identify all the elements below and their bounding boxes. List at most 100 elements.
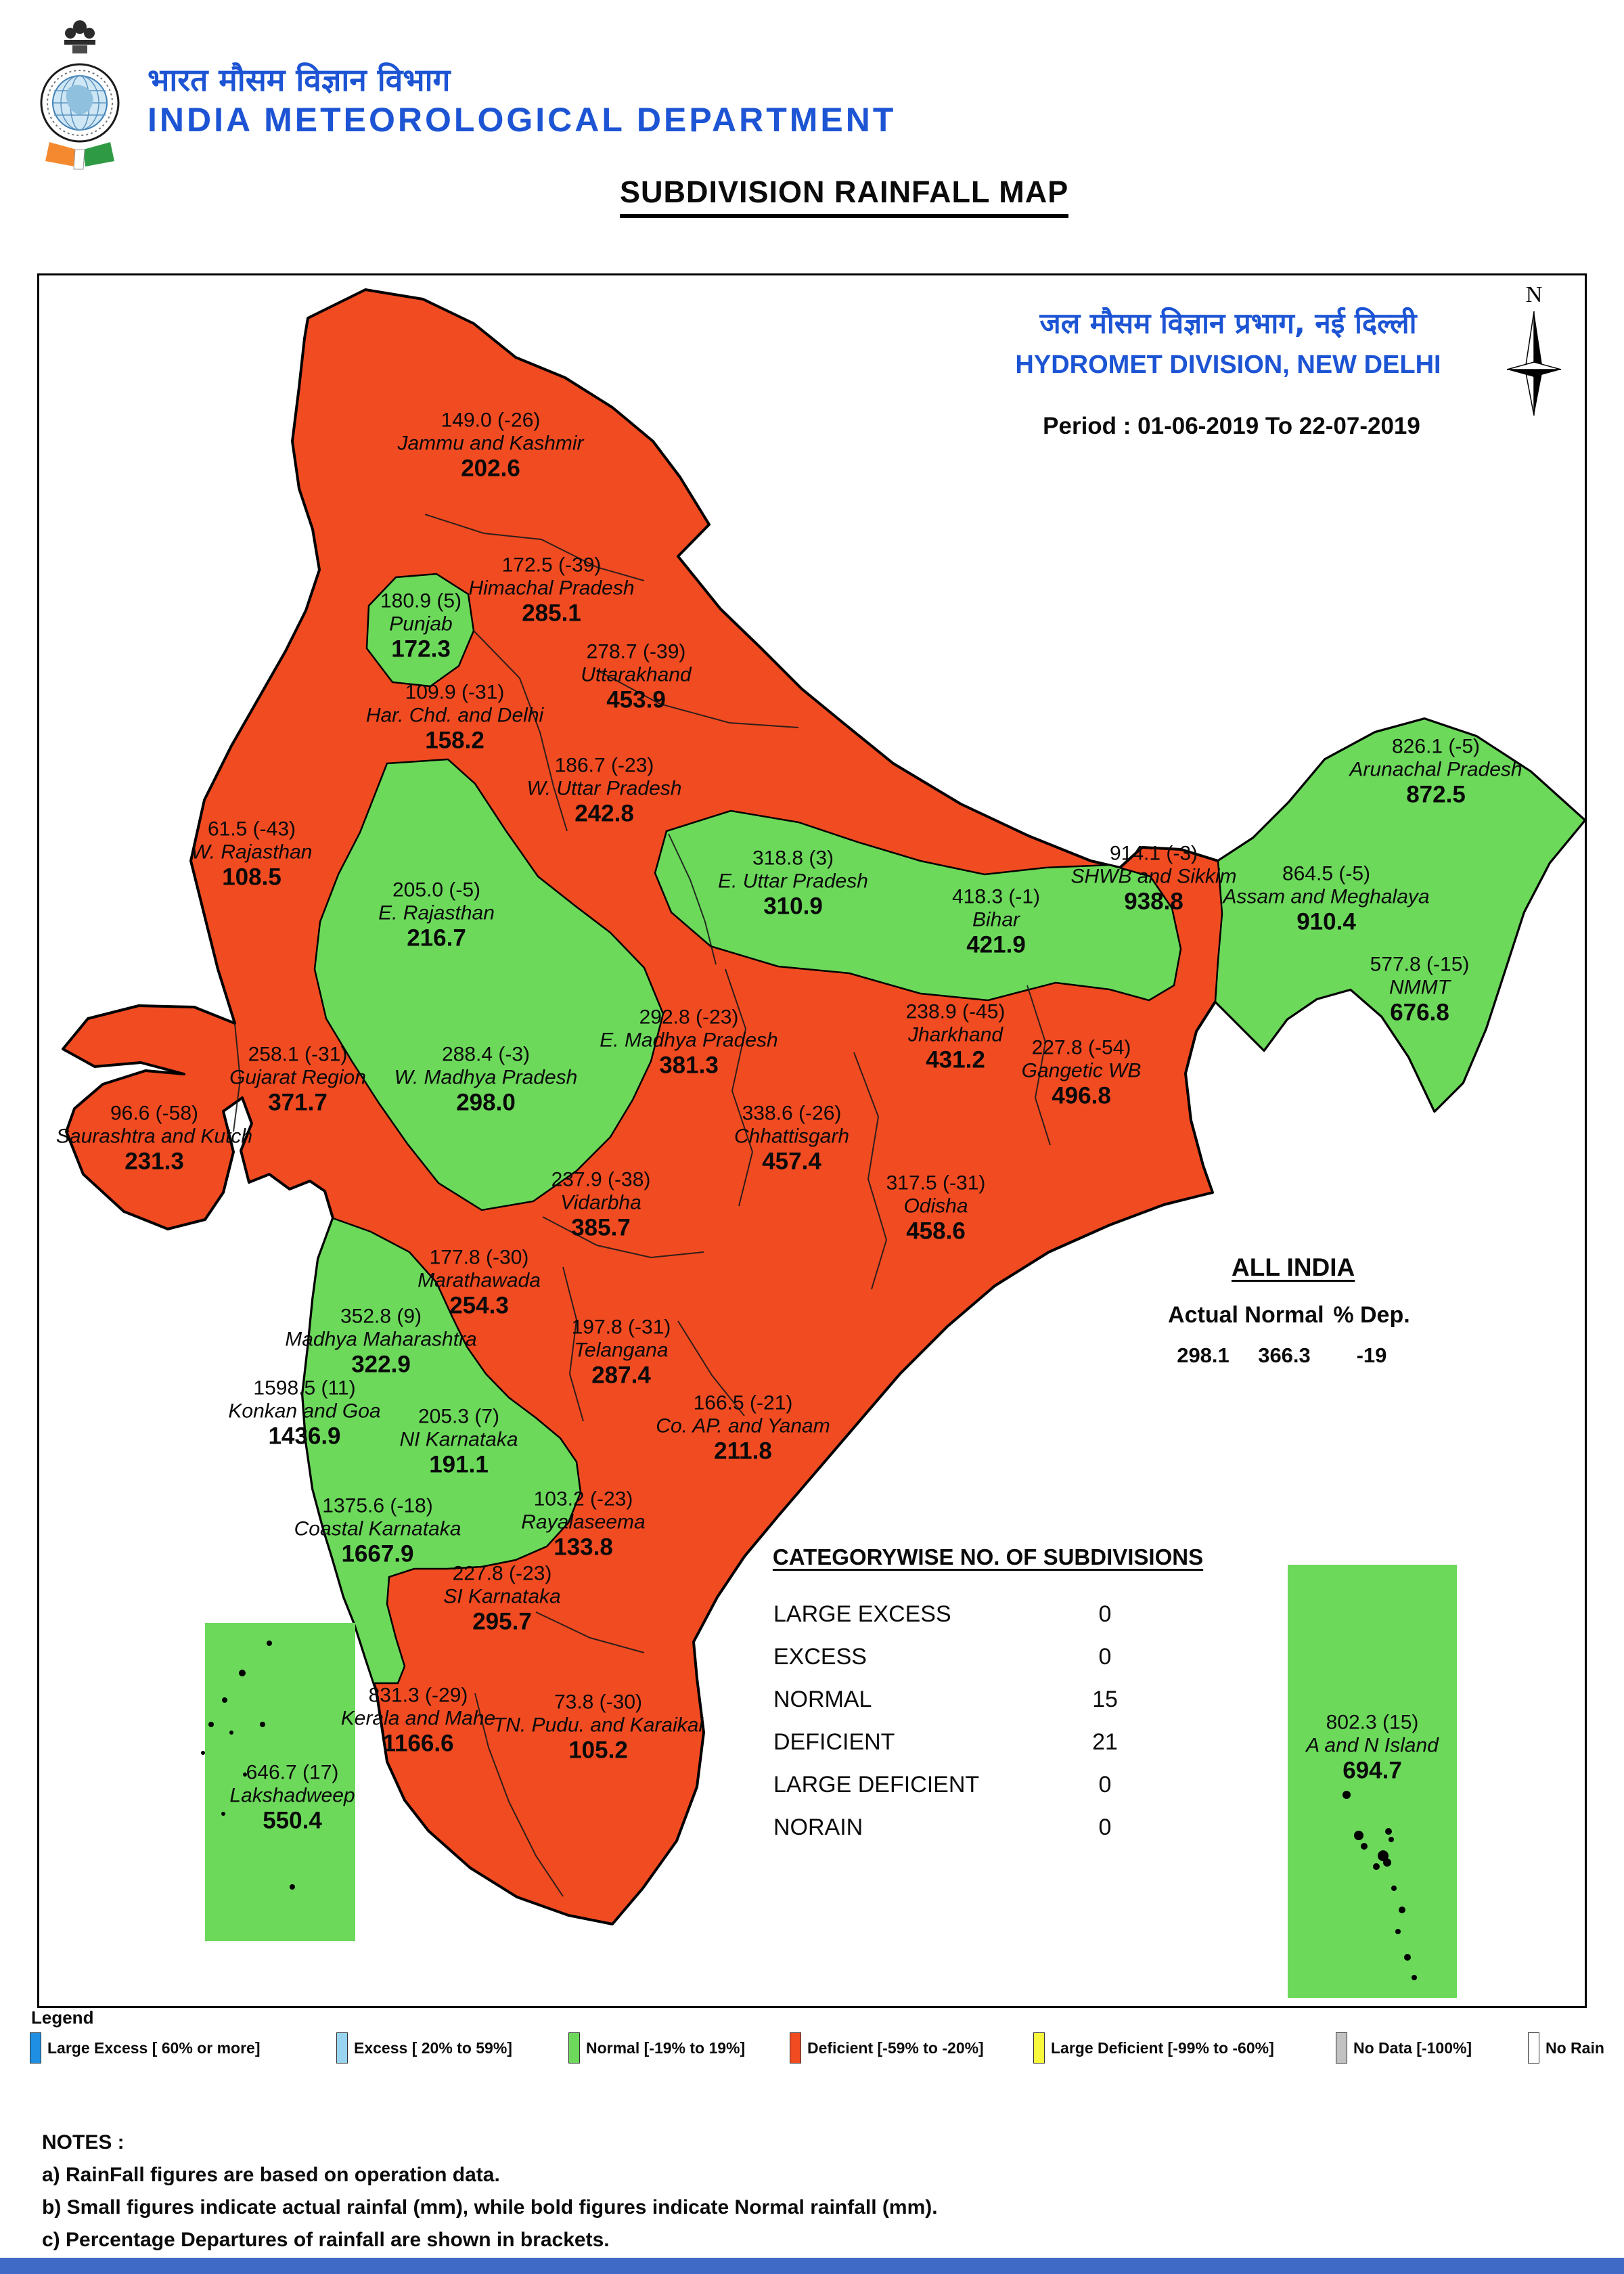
subdivision-label-telangana: 197.8 (-31) Telangana 287.4 [572, 1316, 671, 1388]
subdivision-label-ni-karnataka: 205.3 (7) NI Karnataka 191.1 [399, 1405, 518, 1477]
normal-rainfall: 371.7 [268, 1089, 328, 1116]
subdivision-label-nmmt: 577.8 (-15) NMMT 676.8 [1370, 953, 1470, 1025]
subdivision-name: SHWB and Sikkim [1070, 865, 1237, 888]
all-india-normal-value: 366.3 [1258, 1343, 1311, 1367]
category-label: DEFICIENT [773, 1729, 895, 1755]
legend-swatch-large-excess [30, 2032, 41, 2064]
subdivision-label-arunachal-pradesh: 826.1 (-5) Arunachal Pradesh 872.5 [1349, 735, 1522, 807]
actual-and-departure: 914.1 (-3) [1109, 842, 1198, 865]
subdivision-label-himachal-pradesh: 172.5 (-39) Himachal Pradesh 285.1 [468, 554, 634, 626]
subdivision-name: Har. Chd. and Delhi [365, 704, 544, 727]
normal-rainfall: 381.3 [659, 1052, 719, 1079]
subdivision-label-har-chd-and-delhi: 109.9 (-31) Har. Chd. and Delhi 158.2 [366, 681, 543, 753]
subdivision-name: Himachal Pradesh [468, 577, 635, 600]
legend-swatch-normal [568, 2032, 580, 2064]
subdivision-label-chhattisgarh: 338.6 (-26) Chhattisgarh 457.4 [734, 1102, 849, 1174]
actual-and-departure: 227.8 (-23) [452, 1562, 552, 1585]
normal-rainfall: 105.2 [568, 1737, 628, 1764]
all-india-col-normal: Normal [1244, 1302, 1324, 1328]
category-row-large-deficient: LARGE DEFICIENT 0 [748, 1764, 1228, 1806]
subdivision-name: Jammu and Kashmir [397, 432, 584, 455]
normal-rainfall: 385.7 [571, 1214, 631, 1241]
subdivision-name: Chhattisgarh [734, 1125, 850, 1148]
categorywise-title: CATEGORYWISE NO. OF SUBDIVISIONS [772, 1544, 1204, 1569]
subdivision-label-gangetic-wb: 227.8 (-54) Gangetic WB 496.8 [1022, 1036, 1142, 1109]
normal-rainfall: 133.8 [554, 1534, 613, 1561]
subdivision-label-uttarakhand: 278.7 (-39) Uttarakhand 453.9 [581, 640, 691, 713]
legend-item-large-excess: Large Excess [ 60% or more] [30, 2032, 260, 2064]
normal-rainfall: 298.0 [456, 1089, 516, 1116]
actual-and-departure: 186.7 (-23) [554, 754, 654, 777]
actual-and-departure: 172.5 (-39) [501, 554, 602, 577]
subdivision-name: Uttarakhand [581, 663, 692, 686]
actual-and-departure: 1375.6 (-18) [322, 1494, 433, 1517]
org-name-hindi: भारत मौसम विज्ञान विभाग [148, 62, 451, 98]
subdivision-name: Saurashtra and Kutch [55, 1125, 253, 1148]
category-label: NORAIN [773, 1814, 863, 1840]
normal-rainfall: 158.2 [425, 727, 484, 754]
category-count: 0 [1098, 1601, 1112, 1627]
normal-rainfall: 216.7 [407, 924, 466, 952]
subdivision-name: NMMT [1389, 976, 1450, 999]
subdivision-label-jammu-and-kashmir: 149.0 (-26) Jammu and Kashmir 202.6 [397, 409, 583, 481]
division-name-hindi: जल मौसम विज्ञान प्रभाग, नई दिल्ली [1039, 307, 1417, 340]
subdivision-name: W. Uttar Pradesh [526, 777, 682, 800]
actual-and-departure: 238.9 (-45) [905, 1000, 1006, 1023]
category-count: 0 [1098, 1814, 1112, 1840]
actual-and-departure: 109.9 (-31) [405, 681, 505, 704]
all-india-actual-value: 298.1 [1177, 1343, 1230, 1367]
subdivision-name: Lakshadweep [229, 1784, 355, 1807]
subdivision-name: E. Uttar Pradesh [718, 870, 868, 893]
subdivision-name: Telangana [574, 1339, 669, 1362]
legend-swatch-no-rain [1528, 2032, 1539, 2064]
subdivision-name: Konkan and Goa [228, 1400, 381, 1423]
actual-and-departure: 166.5 (-21) [693, 1391, 793, 1414]
note-line: b) Small figures indicate actual rainfal… [42, 2196, 938, 2219]
normal-rainfall: 172.3 [391, 636, 451, 663]
legend-label: Normal [-19% to 19%] [586, 2038, 746, 2057]
region-west-coast-green [301, 1217, 582, 1685]
actual-and-departure: 826.1 (-5) [1391, 735, 1481, 758]
subdivision-borders [233, 514, 1051, 1897]
subdivision-name: SI Karnataka [443, 1585, 561, 1608]
normal-rainfall: 550.4 [263, 1807, 322, 1834]
notes-block: NOTES : a) RainFall figures are based on… [42, 2126, 938, 2256]
legend-swatch-deficient [790, 2032, 801, 2064]
subdivision-name: Punjab [389, 612, 453, 636]
normal-rainfall: 496.8 [1052, 1082, 1111, 1109]
subdivision-label-coastal-karnataka: 1375.6 (-18) Coastal Karnataka 1667.9 [294, 1494, 461, 1567]
actual-and-departure: 180.9 (5) [380, 589, 462, 612]
legend-swatch-large-deficient [1033, 2032, 1045, 2064]
actual-and-departure: 96.6 (-58) [110, 1102, 199, 1125]
actual-and-departure: 227.8 (-54) [1031, 1036, 1131, 1059]
subdivision-name: Madhya Maharashtra [285, 1328, 477, 1351]
subdivision-name: Kerala and Mahe [340, 1707, 496, 1730]
subdivision-label-marathawada: 177.8 (-30) Marathawada 254.3 [418, 1246, 541, 1318]
categorywise-panel: CATEGORYWISE NO. OF SUBDIVISIONS LARGE E… [748, 1544, 1228, 1849]
subdivision-label-assam-and-meghalaya: 864.5 (-5) Assam and Meghalaya 910.4 [1223, 862, 1429, 935]
compass-north-icon: N [1506, 283, 1562, 416]
andaman-nicobar-box [1288, 1565, 1457, 1998]
normal-rainfall: 872.5 [1406, 781, 1466, 808]
actual-and-departure: 278.7 (-39) [586, 640, 686, 663]
normal-rainfall: 676.8 [1390, 999, 1449, 1026]
subdivision-label-e-madhya-pradesh: 292.8 (-23) E. Madhya Pradesh 381.3 [600, 1006, 777, 1078]
subdivision-name: Co. AP. and Yanam [656, 1414, 830, 1437]
subdivision-name: Jharkhand [907, 1023, 1003, 1046]
categorywise-rows: LARGE EXCESS 0 EXCESS 0 NORMAL 15 DEFICIENT 21 L… [748, 1593, 1228, 1849]
subdivision-label-tn-pudu-and-karaikal: 73.8 (-30) TN. Pudu. and Karaikal 105.2 [493, 1691, 703, 1763]
actual-and-departure: 103.2 (-23) [533, 1488, 633, 1511]
normal-rainfall: 295.7 [472, 1608, 532, 1635]
actual-and-departure: 288.4 (-3) [441, 1043, 531, 1066]
actual-and-departure: 831.3 (-29) [368, 1684, 468, 1707]
legend-item-no-data: No Data [-100%] [1336, 2032, 1472, 2064]
legend-title: Legend [31, 2007, 94, 2028]
note-line: a) RainFall figures are based on operati… [42, 2164, 500, 2186]
category-count: 0 [1098, 1644, 1112, 1670]
category-label: EXCESS [773, 1644, 867, 1670]
subdivision-name: Bihar [972, 908, 1020, 931]
period-text: Period : 01-06-2019 To 22-07-2019 [1043, 413, 1420, 439]
category-row-deficient: DEFICIENT 21 [748, 1721, 1228, 1764]
subdivision-name: Arunachal Pradesh [1349, 758, 1522, 781]
